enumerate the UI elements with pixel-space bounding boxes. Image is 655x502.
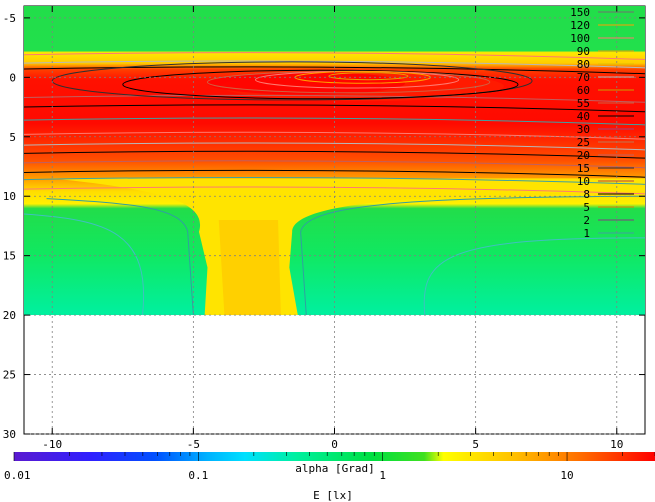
legend-label: 100 xyxy=(570,32,590,45)
x-tick-label: 5 xyxy=(472,438,479,451)
x-tick-label: -10 xyxy=(42,438,62,451)
y-tick-label: 25 xyxy=(3,369,16,382)
legend-label: 80 xyxy=(577,58,590,71)
central-column-core xyxy=(218,220,281,316)
colorbar: 0.01 0.1 1 10 alpha [Grad] E [lx] xyxy=(4,452,655,502)
colorbar-tick-label: 1 xyxy=(379,469,386,482)
contour-line xyxy=(24,94,645,103)
legend-label: 20 xyxy=(577,149,590,162)
legend-label: 60 xyxy=(577,84,590,97)
contour-oval xyxy=(328,72,409,81)
legend-label: 70 xyxy=(577,71,590,84)
colorbar-tick-label: 0.01 xyxy=(4,469,31,482)
contour-line xyxy=(46,198,194,316)
legend-label: 2 xyxy=(583,214,590,227)
legend-label: 10 xyxy=(577,175,590,188)
contour-line xyxy=(24,169,645,178)
legend-label: 30 xyxy=(577,123,590,136)
contour-line xyxy=(24,142,645,151)
x-tick-label: 0 xyxy=(331,438,338,451)
y-tick-label: 5 xyxy=(9,131,16,144)
contour-oval xyxy=(122,69,519,100)
colorbar-label-bottom: E [lx] xyxy=(313,489,353,502)
legend-label: 25 xyxy=(577,136,590,149)
y-tick-label: -5 xyxy=(3,12,16,25)
central-yellow-column xyxy=(52,178,645,316)
x-tick-label: 10 xyxy=(610,438,623,451)
legend-label: 1 xyxy=(583,227,590,240)
contour-oval xyxy=(51,61,533,101)
colorbar-tick-label: 0.1 xyxy=(188,469,208,482)
y-tick-label: 10 xyxy=(3,190,16,203)
contour-line xyxy=(24,104,645,113)
y-tick-label: 0 xyxy=(9,71,16,84)
legend-label: 15 xyxy=(577,162,590,175)
legend-label: 5 xyxy=(583,201,590,214)
legend-label: 8 xyxy=(583,188,590,201)
x-tick-label: -5 xyxy=(187,438,200,451)
y-tick-label: 20 xyxy=(3,309,16,322)
legend-label: 40 xyxy=(577,110,590,123)
colorbar-tick-label: 10 xyxy=(560,469,573,482)
legend-label: 150 xyxy=(570,6,590,19)
y-tick-label: 30 xyxy=(3,428,16,441)
contour-line xyxy=(24,213,145,316)
legend-label: 90 xyxy=(577,45,590,58)
contour-line xyxy=(300,195,645,316)
colorbar-gradient xyxy=(14,452,655,461)
contour-line xyxy=(423,237,645,316)
y-tick-label: 15 xyxy=(3,250,16,263)
colorbar-label-top: alpha [Grad] xyxy=(295,462,374,475)
legend-label: 120 xyxy=(570,19,590,32)
contour-line xyxy=(24,117,645,126)
grid xyxy=(24,6,645,435)
legend-label: 55 xyxy=(577,97,590,110)
